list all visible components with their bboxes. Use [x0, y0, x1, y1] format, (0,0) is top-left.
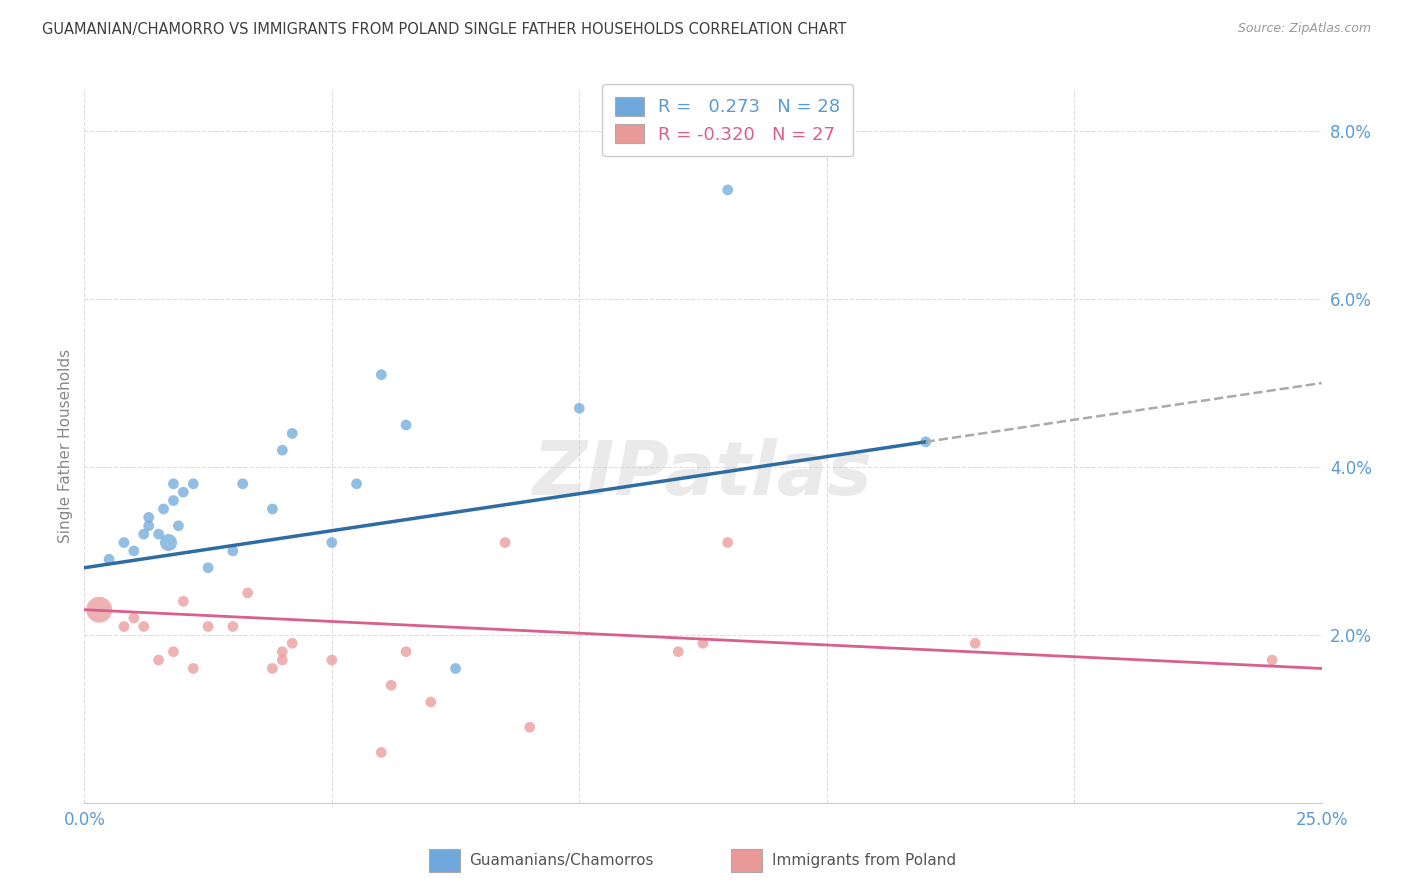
- Point: [232, 476, 254, 491]
- Point: [271, 645, 294, 659]
- Point: [181, 476, 204, 491]
- Point: [271, 443, 294, 458]
- Point: [321, 653, 343, 667]
- Point: [122, 544, 145, 558]
- Point: [666, 645, 689, 659]
- Point: [138, 510, 160, 524]
- Point: [112, 535, 135, 549]
- Point: [167, 518, 190, 533]
- Point: [181, 661, 204, 675]
- Point: [281, 426, 304, 441]
- Point: [138, 518, 160, 533]
- Point: [444, 661, 467, 675]
- Point: [172, 485, 194, 500]
- Point: [321, 535, 343, 549]
- Point: [197, 619, 219, 633]
- Point: [162, 645, 184, 659]
- Point: [148, 653, 170, 667]
- Point: [346, 476, 368, 491]
- Point: [236, 586, 259, 600]
- Point: [222, 544, 245, 558]
- Point: [717, 535, 740, 549]
- Point: [395, 417, 418, 432]
- Point: [172, 594, 194, 608]
- Text: Immigrants from Poland: Immigrants from Poland: [772, 854, 956, 868]
- Y-axis label: Single Father Households: Single Father Households: [58, 349, 73, 543]
- Point: [568, 401, 591, 416]
- Point: [132, 619, 155, 633]
- Text: GUAMANIAN/CHAMORRO VS IMMIGRANTS FROM POLAND SINGLE FATHER HOUSEHOLDS CORRELATIO: GUAMANIAN/CHAMORRO VS IMMIGRANTS FROM PO…: [42, 22, 846, 37]
- Point: [419, 695, 441, 709]
- Point: [519, 720, 541, 734]
- Point: [162, 493, 184, 508]
- Text: Source: ZipAtlas.com: Source: ZipAtlas.com: [1237, 22, 1371, 36]
- Text: Guamanians/Chamorros: Guamanians/Chamorros: [470, 854, 654, 868]
- Point: [271, 653, 294, 667]
- Point: [370, 368, 392, 382]
- Point: [162, 476, 184, 491]
- Point: [965, 636, 987, 650]
- Legend: R =   0.273   N = 28, R = -0.320   N = 27: R = 0.273 N = 28, R = -0.320 N = 27: [602, 84, 853, 156]
- Point: [222, 619, 245, 633]
- Point: [132, 527, 155, 541]
- Point: [1261, 653, 1284, 667]
- Point: [262, 661, 284, 675]
- Point: [914, 434, 936, 449]
- Point: [717, 183, 740, 197]
- Point: [262, 502, 284, 516]
- Point: [380, 678, 402, 692]
- Point: [281, 636, 304, 650]
- Point: [370, 746, 392, 760]
- Point: [122, 611, 145, 625]
- Text: ZIPatlas: ZIPatlas: [533, 438, 873, 511]
- Point: [157, 535, 180, 549]
- Point: [395, 645, 418, 659]
- Point: [692, 636, 714, 650]
- Point: [197, 560, 219, 574]
- Point: [89, 603, 111, 617]
- Point: [148, 527, 170, 541]
- Point: [494, 535, 516, 549]
- Point: [152, 502, 174, 516]
- Point: [98, 552, 121, 566]
- Point: [112, 619, 135, 633]
